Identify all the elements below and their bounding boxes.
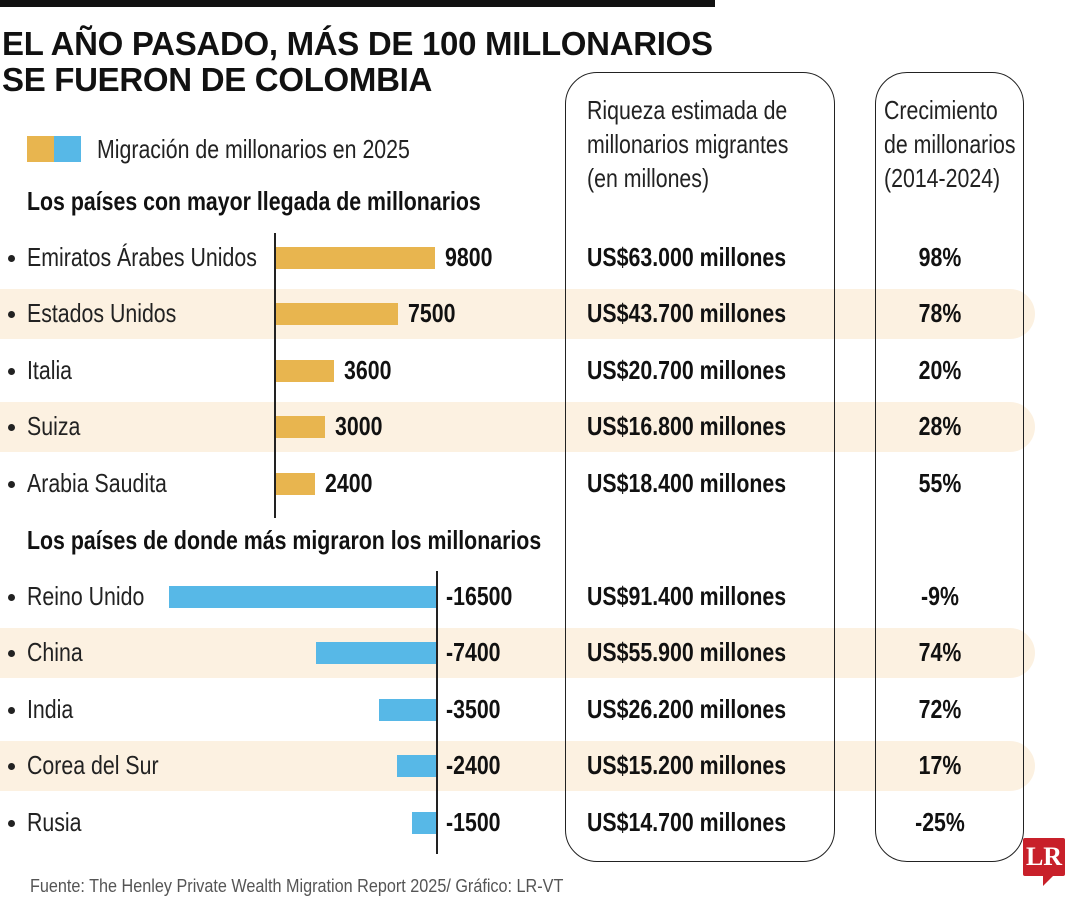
wealth-header-line: Riqueza estimada de — [587, 95, 788, 125]
highlight-band — [0, 402, 1035, 453]
wealth-value: US$18.400 millones — [587, 467, 787, 498]
highlight-band — [0, 741, 1035, 792]
bar-value-label: 7500 — [407, 298, 455, 329]
wealth-column-box — [565, 72, 835, 862]
bullet-icon — [8, 424, 15, 432]
wealth-value: US$14.700 millones — [587, 806, 787, 837]
bar-arrivals — [276, 359, 335, 382]
bullet-icon — [8, 367, 15, 375]
bar-value-label: -2400 — [446, 750, 501, 781]
section-title-arrivals: Los países con mayor llegada de millonar… — [27, 186, 481, 216]
growth-header-line: Crecimiento — [884, 95, 998, 125]
country-label: Rusia — [27, 806, 82, 837]
growth-column-box — [875, 72, 1024, 862]
growth-value: 55% — [918, 467, 962, 498]
axis-arrivals — [274, 233, 276, 518]
bar-value-label: 3600 — [344, 354, 392, 385]
legend-label: Migración de millonarios en 2025 — [97, 134, 410, 164]
growth-value: 78% — [918, 298, 962, 329]
wealth-value: US$91.400 millones — [587, 581, 787, 611]
country-label: Suiza — [27, 411, 81, 442]
wealth-value: US$43.700 millones — [587, 298, 787, 329]
wealth-value: US$26.200 millones — [587, 693, 787, 724]
growth-value: 28% — [918, 411, 962, 442]
page-title: EL AÑO PASADO, MÁS DE 100 MILLONARIOS SE… — [2, 26, 713, 98]
highlight-band — [0, 628, 1035, 679]
bar-departures — [379, 698, 436, 721]
bar-departures — [168, 586, 436, 608]
growth-header-line: de millonarios — [884, 129, 1016, 159]
legend-swatch-arrivals — [27, 136, 54, 162]
growth-value: 74% — [918, 637, 962, 668]
bar-value-label: 2400 — [324, 467, 373, 498]
wealth-value: US$20.700 millones — [587, 354, 787, 385]
bullet-icon — [8, 594, 15, 601]
legend-swatch-departures — [54, 136, 81, 162]
country-label: China — [27, 637, 83, 668]
growth-value: -9% — [921, 581, 959, 611]
wealth-header-line: (en millones) — [587, 163, 710, 193]
axis-departures — [436, 571, 438, 854]
wealth-value: US$16.800 millones — [587, 411, 787, 442]
country-label: Reino Unido — [27, 581, 145, 611]
wealth-value: US$63.000 millones — [587, 242, 787, 272]
bullet-icon — [8, 650, 15, 658]
country-label: Emiratos Árabes Unidos — [27, 242, 257, 272]
bar-departures — [411, 811, 436, 834]
highlight-band — [0, 289, 1035, 340]
bar-value-label: -16500 — [446, 581, 513, 611]
bullet-icon — [8, 311, 15, 319]
bar-value-label: -7400 — [446, 637, 501, 668]
bar-value-label: -1500 — [446, 806, 501, 837]
source-footer: Fuente: The Henley Private Wealth Migrat… — [30, 876, 564, 896]
top-rule — [0, 0, 715, 7]
bar-value-label: -3500 — [446, 693, 501, 724]
growth-value: 17% — [918, 750, 962, 781]
title-line-1: EL AÑO PASADO, MÁS DE 100 MILLONARIOS — [2, 25, 713, 62]
growth-value: -25% — [915, 806, 965, 837]
country-label: Estados Unidos — [27, 298, 177, 329]
wealth-value: US$15.200 millones — [587, 750, 787, 781]
bullet-icon — [8, 763, 15, 771]
bar-value-label: 9800 — [444, 242, 493, 272]
section-title-departures: Los países de donde más migraron los mil… — [27, 525, 542, 555]
bar-departures — [397, 755, 436, 778]
country-label: Arabia Saudita — [27, 467, 167, 498]
growth-value: 98% — [918, 242, 962, 272]
bar-value-label: 3000 — [334, 411, 383, 442]
country-label: India — [27, 693, 74, 724]
growth-value: 72% — [918, 693, 962, 724]
bar-arrivals — [276, 303, 398, 326]
growth-column-header: Crecimiento de millonarios (2014-2024) — [884, 93, 1016, 195]
growth-value: 20% — [918, 354, 962, 385]
bar-departures — [316, 642, 436, 665]
bullet-icon — [8, 255, 15, 262]
lr-logo: LR — [1023, 838, 1065, 886]
bullet-icon — [8, 819, 15, 827]
growth-header-line: (2014-2024) — [884, 163, 1001, 193]
wealth-column-header: Riqueza estimada de millonarios migrante… — [587, 93, 788, 195]
bar-arrivals — [276, 472, 315, 495]
title-line-2: SE FUERON DE COLOMBIA — [2, 61, 433, 98]
country-label: Corea del Sur — [27, 750, 159, 781]
country-label: Italia — [27, 354, 73, 385]
bullet-icon — [8, 706, 15, 714]
bar-arrivals — [276, 247, 435, 269]
bar-arrivals — [276, 416, 325, 439]
wealth-value: US$55.900 millones — [587, 637, 787, 668]
wealth-header-line: millonarios migrantes — [587, 129, 789, 159]
bullet-icon — [8, 480, 15, 488]
